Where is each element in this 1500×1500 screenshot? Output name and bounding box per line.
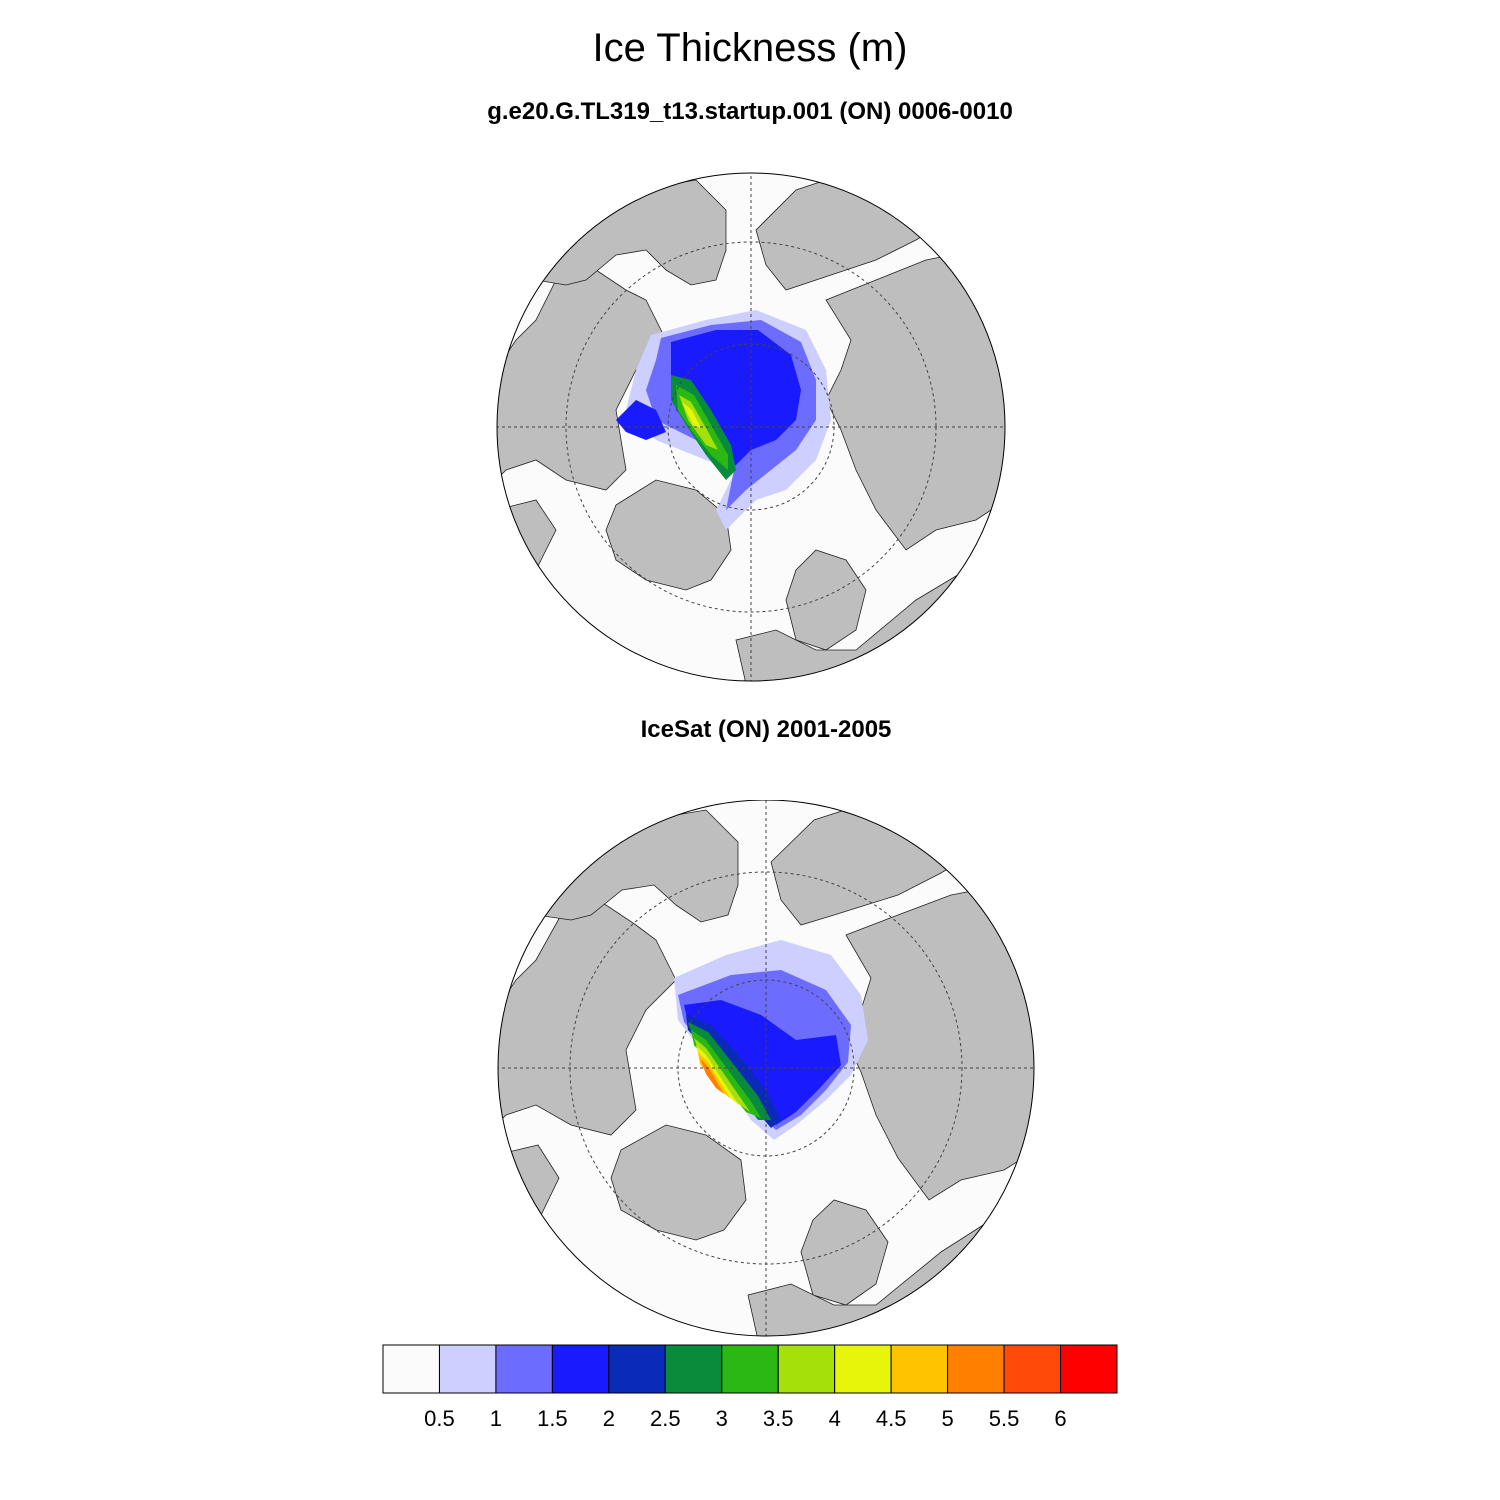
panel1-subtitle: g.e20.G.TL319_t13.startup.001 (ON) 0006-… bbox=[487, 98, 1013, 125]
model-polar-map bbox=[496, 172, 1006, 682]
map-boundary bbox=[497, 800, 1035, 1337]
land-masses bbox=[498, 800, 1034, 1336]
figure-title: Ice Thickness (m) bbox=[592, 26, 908, 70]
colorbar-box bbox=[438, 1344, 497, 1394]
colorbar-tick-label: 1.5 bbox=[537, 1406, 568, 1431]
colorbar-tick-label: 4.5 bbox=[875, 1406, 907, 1431]
map-boundary bbox=[496, 172, 1006, 682]
colorbar-box bbox=[608, 1344, 666, 1394]
icesat-polar-map bbox=[497, 800, 1035, 1337]
graticule bbox=[498, 800, 1034, 1336]
colorbar-box bbox=[890, 1344, 949, 1394]
colorbar-tick-label: 4 bbox=[828, 1406, 841, 1431]
colorbar-box bbox=[947, 1344, 1005, 1394]
colorbar-tick-label: 3 bbox=[715, 1406, 728, 1431]
colorbar bbox=[382, 1344, 1118, 1394]
colorbar-tick-label: 5.5 bbox=[988, 1406, 1020, 1431]
colorbar-box bbox=[834, 1344, 892, 1394]
colorbar-box bbox=[1003, 1344, 1062, 1394]
panel2-subtitle: IceSat (ON) 2001-2005 bbox=[640, 716, 892, 743]
colorbar-box bbox=[551, 1344, 610, 1394]
colorbar-tick-label: 3.5 bbox=[762, 1406, 794, 1431]
ice-thickness-field bbox=[674, 940, 868, 1140]
colorbar-tick-label: 6 bbox=[1054, 1406, 1067, 1431]
colorbar-tick-label: 2.5 bbox=[650, 1406, 681, 1431]
colorbar-tick-label: 1 bbox=[489, 1406, 503, 1431]
colorbar-box bbox=[495, 1344, 553, 1394]
colorbar-tick-label: 5 bbox=[941, 1406, 954, 1431]
ice-thickness-field bbox=[616, 310, 831, 530]
colorbar-box bbox=[777, 1344, 836, 1394]
graticule bbox=[497, 173, 1005, 681]
colorbar-tick-label: 0.5 bbox=[424, 1406, 455, 1431]
colorbar-tick-label: 2 bbox=[602, 1406, 615, 1431]
colorbar-box bbox=[382, 1344, 440, 1394]
colorbar-box bbox=[664, 1344, 723, 1394]
colorbar-box bbox=[721, 1344, 779, 1394]
colorbar-box bbox=[1060, 1344, 1118, 1394]
